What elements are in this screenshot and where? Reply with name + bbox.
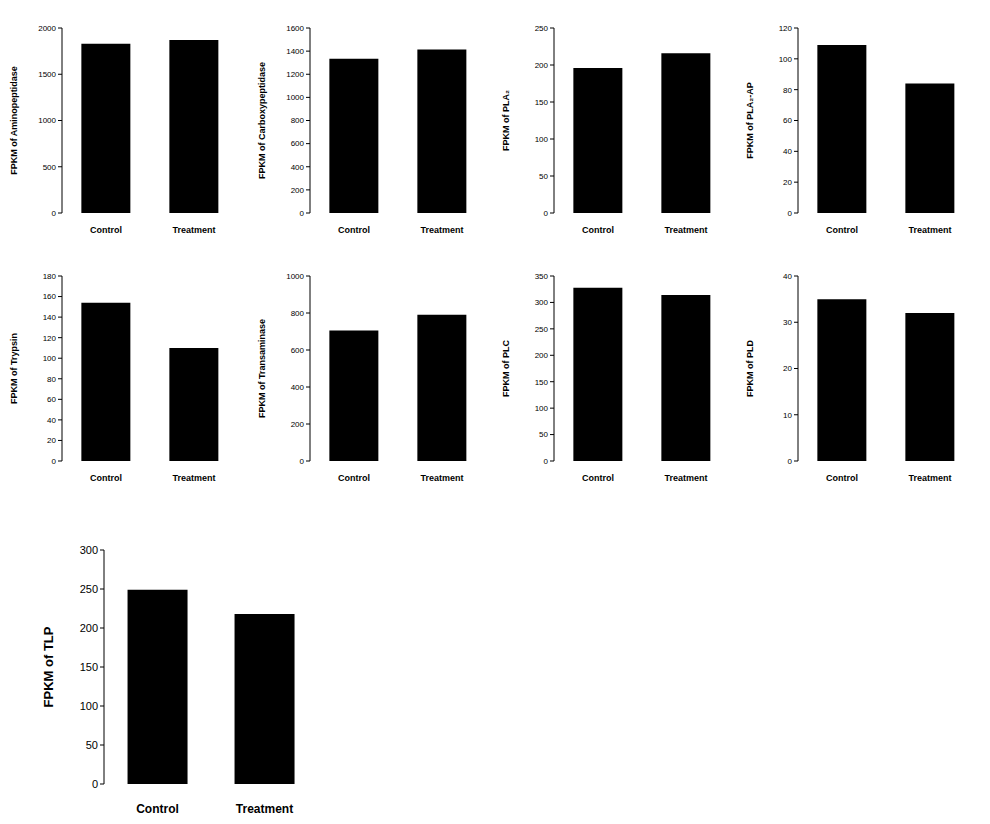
svg-text:40: 40: [783, 147, 792, 156]
svg-text:600: 600: [291, 139, 305, 148]
svg-text:0: 0: [788, 457, 793, 466]
svg-text:Treatment: Treatment: [908, 473, 951, 483]
svg-text:Treatment: Treatment: [172, 473, 215, 483]
svg-text:200: 200: [80, 622, 98, 634]
svg-text:0: 0: [544, 457, 549, 466]
svg-text:250: 250: [535, 325, 549, 334]
svg-text:0: 0: [52, 209, 57, 218]
svg-text:Control: Control: [338, 225, 370, 235]
svg-text:1400: 1400: [286, 47, 304, 56]
svg-text:50: 50: [86, 739, 98, 751]
svg-text:Treatment: Treatment: [236, 802, 293, 816]
svg-text:150: 150: [535, 378, 549, 387]
svg-text:1000: 1000: [286, 272, 304, 281]
svg-text:50: 50: [539, 172, 548, 181]
svg-text:200: 200: [291, 186, 305, 195]
svg-text:Treatment: Treatment: [664, 473, 707, 483]
svg-text:0: 0: [300, 209, 305, 218]
svg-text:800: 800: [291, 116, 305, 125]
svg-text:600: 600: [291, 346, 305, 355]
svg-text:150: 150: [535, 98, 549, 107]
svg-text:FPKM of PLD: FPKM of PLD: [745, 340, 755, 397]
svg-text:150: 150: [80, 661, 98, 673]
svg-text:180: 180: [43, 272, 57, 281]
svg-text:80: 80: [783, 86, 792, 95]
svg-text:0: 0: [544, 209, 549, 218]
svg-text:300: 300: [80, 544, 98, 556]
svg-text:200: 200: [535, 61, 549, 70]
svg-text:FPKM of Aminopeptidase: FPKM of Aminopeptidase: [9, 66, 19, 175]
svg-text:Control: Control: [90, 473, 122, 483]
svg-text:Control: Control: [826, 473, 858, 483]
svg-text:100: 100: [80, 700, 98, 712]
svg-text:100: 100: [535, 404, 549, 413]
svg-text:10: 10: [783, 411, 792, 420]
svg-text:200: 200: [535, 351, 549, 360]
svg-text:20: 20: [783, 364, 792, 373]
svg-text:Treatment: Treatment: [172, 225, 215, 235]
svg-text:Control: Control: [826, 225, 858, 235]
svg-text:1000: 1000: [286, 93, 304, 102]
svg-text:Treatment: Treatment: [420, 473, 463, 483]
svg-text:Control: Control: [582, 473, 614, 483]
svg-text:1000: 1000: [38, 116, 56, 125]
svg-text:120: 120: [779, 24, 793, 33]
svg-text:Control: Control: [582, 225, 614, 235]
svg-text:1500: 1500: [38, 70, 56, 79]
svg-text:FPKM of PLA₂-AP: FPKM of PLA₂-AP: [745, 82, 755, 159]
svg-text:100: 100: [779, 55, 793, 64]
svg-text:FPKM of Trypsin: FPKM of Trypsin: [9, 333, 19, 404]
svg-text:400: 400: [291, 163, 305, 172]
svg-text:100: 100: [43, 354, 57, 363]
svg-text:200: 200: [291, 420, 305, 429]
svg-text:Control: Control: [90, 225, 122, 235]
svg-text:500: 500: [43, 163, 57, 172]
svg-text:50: 50: [539, 430, 548, 439]
svg-text:350: 350: [535, 272, 549, 281]
svg-text:20: 20: [47, 436, 56, 445]
svg-text:100: 100: [535, 135, 549, 144]
svg-text:1600: 1600: [286, 24, 304, 33]
svg-text:60: 60: [47, 395, 56, 404]
svg-text:140: 140: [43, 313, 57, 322]
svg-text:FPKM of TLP: FPKM of TLP: [41, 626, 56, 707]
svg-text:400: 400: [291, 383, 305, 392]
svg-text:0: 0: [52, 457, 57, 466]
svg-text:FPKM of Transaminase: FPKM of Transaminase: [257, 319, 267, 418]
svg-text:2000: 2000: [38, 24, 56, 33]
svg-text:FPKM of PLA₂: FPKM of PLA₂: [501, 90, 511, 151]
svg-text:1200: 1200: [286, 70, 304, 79]
svg-text:40: 40: [47, 416, 56, 425]
svg-text:Treatment: Treatment: [908, 225, 951, 235]
svg-text:250: 250: [535, 24, 549, 33]
svg-text:0: 0: [300, 457, 305, 466]
svg-text:30: 30: [783, 318, 792, 327]
svg-text:0: 0: [92, 778, 98, 790]
svg-text:800: 800: [291, 309, 305, 318]
svg-text:Treatment: Treatment: [420, 225, 463, 235]
svg-text:40: 40: [783, 272, 792, 281]
svg-text:20: 20: [783, 178, 792, 187]
svg-text:0: 0: [788, 209, 793, 218]
svg-text:FPKM of Carboxypeptidase: FPKM of Carboxypeptidase: [257, 62, 267, 179]
svg-text:Control: Control: [338, 473, 370, 483]
svg-text:80: 80: [47, 375, 56, 384]
svg-text:FPKM of PLC: FPKM of PLC: [501, 340, 511, 397]
svg-text:120: 120: [43, 334, 57, 343]
svg-text:60: 60: [783, 116, 792, 125]
svg-text:250: 250: [80, 583, 98, 595]
svg-text:Control: Control: [136, 802, 179, 816]
svg-text:Treatment: Treatment: [664, 225, 707, 235]
svg-text:160: 160: [43, 292, 57, 301]
svg-text:300: 300: [535, 298, 549, 307]
